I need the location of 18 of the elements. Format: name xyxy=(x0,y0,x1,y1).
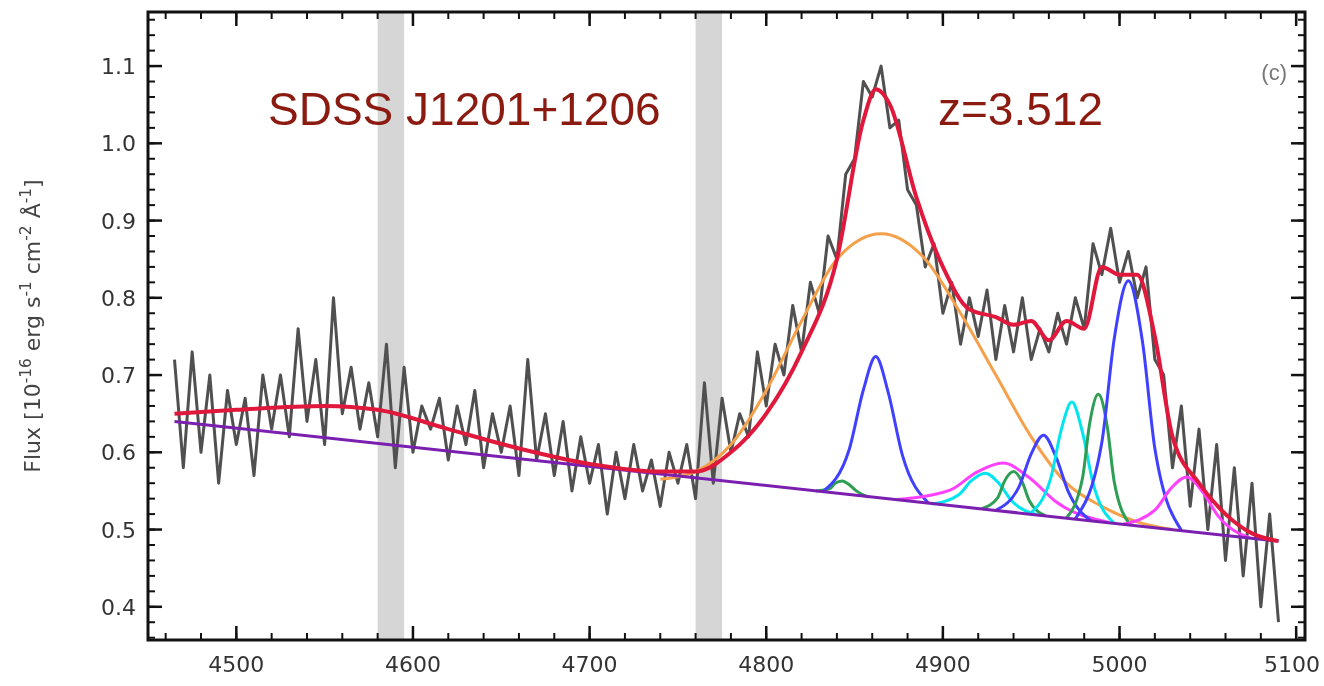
annotation: (c) xyxy=(1261,60,1287,85)
y-tick-label: 0.6 xyxy=(101,440,136,466)
x-tick-label: 5000 xyxy=(1091,652,1148,677)
y-tick-label: 0.9 xyxy=(101,208,136,234)
x-tick-label: 4800 xyxy=(738,652,795,677)
y-tick-label: 0.8 xyxy=(101,285,136,311)
y-tick-label: 0.5 xyxy=(101,517,136,543)
y-tick-label: 0.4 xyxy=(101,594,136,620)
y-tick-label: 1.1 xyxy=(101,54,136,80)
x-tick-label: 4700 xyxy=(561,652,618,677)
y-tick-label: 1.0 xyxy=(101,131,136,157)
annotation: SDSS J1201+1206 xyxy=(268,83,661,135)
x-tick-label: 4500 xyxy=(208,652,265,677)
x-tick-label: 4600 xyxy=(384,652,441,677)
x-tick-label: 5100 xyxy=(1264,652,1320,677)
y-tick-label: 0.7 xyxy=(101,363,136,389)
x-tick-label: 4900 xyxy=(914,652,971,677)
annotation: z=3.512 xyxy=(938,83,1103,135)
